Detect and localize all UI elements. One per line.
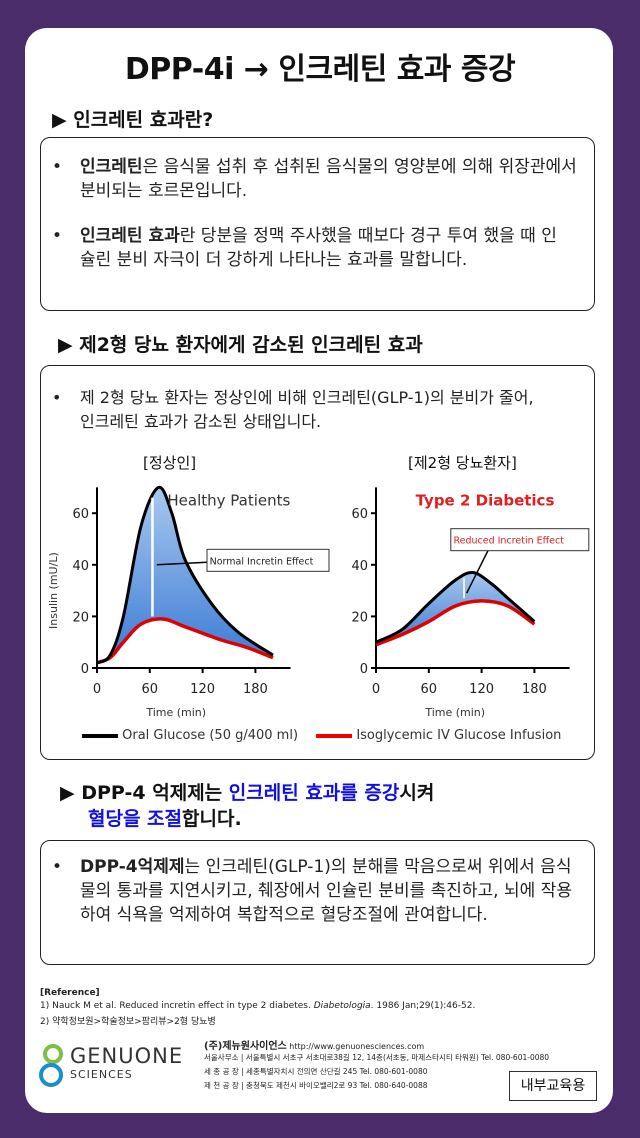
y-tick-label: 0 xyxy=(360,662,368,677)
section1-bullet1: 인크레틴은 음식물 섭취 후 섭취된 음식물의 영양분에 의해 위장관에서 분비… xyxy=(52,155,585,203)
reference-1: 1) Nauck M et al. Reduced incretin effec… xyxy=(40,1001,475,1011)
label-t2d: [제2형 당뇨환자] xyxy=(408,454,517,472)
annotation-text: Normal Incretin Effect xyxy=(210,556,314,567)
page-title: DPP-4i → 인크레틴 효과 증강 xyxy=(124,52,516,87)
genuone-logo: GENUONE SCIENCES xyxy=(38,1042,182,1092)
reference-2: 2) 약학정보원>학술정보>팜리뷰>2형 당뇨병 xyxy=(40,1017,216,1027)
text: 은 음식물 섭취 후 섭취된 음식물의 영양분에 의해 위장관에서 분비되는 호… xyxy=(80,157,577,201)
y-tick-label: 40 xyxy=(72,559,89,574)
text: 는 인크레틴(GLP-1)의 분해를 막음으로써 위에서 음식물의 통과를 지연… xyxy=(80,857,572,925)
address-jecheon: 제 천 공 장 | 충청북도 제천시 바이오밸리2로 93 Tel. 080-6… xyxy=(204,1081,428,1090)
legend-swatch-oral xyxy=(82,733,118,738)
term: 인크레틴 xyxy=(80,157,143,177)
section3-heading: ▶ DPP-4 억제제는 인크레틴 효과를 증강시켜 혈당을 조절합니다. xyxy=(60,780,434,832)
section3-box xyxy=(40,840,595,965)
y-tick-label: 20 xyxy=(72,610,89,625)
y-tick-label: 40 xyxy=(351,559,368,574)
section2-bullet1: 제 2형 당뇨 환자는 정상인에 비해 인크레틴(GLP-1)의 분비가 줄어,… xyxy=(52,386,550,434)
internal-use-stamp: 내부교육용 xyxy=(509,1071,597,1101)
company-header: (주)제뉴원사이언스 http://www.genuonesciences.co… xyxy=(204,1037,424,1052)
r1: 1) Nauck M et al. Reduced incretin effec… xyxy=(40,1001,314,1011)
x-tick-label: 60 xyxy=(421,682,438,697)
annotation-box xyxy=(450,528,590,552)
section2-heading: ▶ 제2형 당뇨 환자에게 감소된 인크레틴 효과 xyxy=(58,334,423,356)
annotation-text: Reduced Incretin Effect xyxy=(453,536,564,547)
term: 인크레틴 효과 xyxy=(80,226,180,246)
legend-oral: Oral Glucose (50 g/400 ml) xyxy=(122,728,299,743)
x-tick-label: 120 xyxy=(469,682,494,697)
h-pre: ▶ DPP-4 억제제는 xyxy=(60,782,229,804)
x-tick-label: 0 xyxy=(372,682,380,697)
h-mid: 시켜 xyxy=(399,782,435,804)
x-tick-label: 120 xyxy=(190,682,215,697)
reference-heading: [Reference] xyxy=(40,988,100,998)
h-blue2: 혈당을 조절 xyxy=(88,808,183,830)
legend-iv: Isoglycemic IV Glucose Infusion xyxy=(356,728,562,743)
r1-tail: . 1986 Jan;29(1):46-52. xyxy=(370,1001,476,1011)
company-name: (주)제뉴원사이언스 xyxy=(204,1041,287,1052)
section1-bullet2: 인크레틴 효과란 당분을 정맥 주사했을 때보다 경구 투여 했을 때 인슐린 … xyxy=(52,224,565,272)
incretin-effect-area xyxy=(97,487,273,663)
annotation-leader xyxy=(156,561,208,566)
annotation-box xyxy=(206,548,330,572)
insulin-charts: 0 20 40 60 0 60 120 180 Time (min) Insulin (mU/L)… xyxy=(47,485,590,719)
company-url: http://www.genuonesciences.com xyxy=(289,1042,425,1051)
chart-title: Type 2 Diabetics xyxy=(416,491,555,509)
y-tick-label: 60 xyxy=(72,507,89,522)
x-tick-label: 180 xyxy=(522,682,547,697)
legend: Oral Glucose (50 g/400 ml) Isoglycemic I… xyxy=(82,728,561,743)
x-axis-label: Time (min) xyxy=(424,706,485,719)
logo-subtext: SCIENCES xyxy=(70,1068,133,1081)
section3-bullet1: DPP-4억제제는 인크레틴(GLP-1)의 분해를 막음으로써 위에서 음식물… xyxy=(52,855,585,927)
annotation-leader xyxy=(465,548,490,594)
y-tick-label: 60 xyxy=(351,507,368,522)
x-tick-label: 180 xyxy=(243,682,268,697)
term: DPP-4억제제 xyxy=(80,857,185,877)
address-sejong: 세 종 공 장 | 세종특별자치시 전의면 산단길 245 Tel. 080-6… xyxy=(204,1067,428,1076)
x-tick-label: 0 xyxy=(93,682,101,697)
series-oral-line xyxy=(96,485,274,665)
x-axis-label: Time (min) xyxy=(145,706,206,719)
series-iv-line xyxy=(96,617,274,665)
legend-swatch-iv xyxy=(316,733,353,738)
logo-text: GENUONE xyxy=(70,1044,184,1068)
address-seoul: 서울사무소 | 서울특별시 서초구 서초대로38길 12, 14층(서초동, 마… xyxy=(204,1053,550,1062)
y-tick-label: 20 xyxy=(351,610,368,625)
r1-journal: Diabetologia xyxy=(313,1001,371,1011)
h-post: 합니다. xyxy=(182,808,242,830)
logo-mark-icon xyxy=(39,1044,63,1087)
h-blue1: 인크레틴 효과를 증강 xyxy=(228,782,400,804)
text: 란 당분을 정맥 주사했을 때보다 경구 투여 했을 때 인슐린 분비 자극이 … xyxy=(80,226,557,270)
section2-box xyxy=(40,365,595,760)
chart-title: Healthy Patients xyxy=(167,491,290,509)
series-iv-line xyxy=(375,599,536,647)
y-tick-label: 0 xyxy=(81,662,89,677)
label-normal: [정상인] xyxy=(143,454,197,472)
y-axis-label: Insulin (mU/L) xyxy=(47,552,60,629)
section1-box xyxy=(40,137,595,311)
section1-heading: ▶ 인크레틴 효과란? xyxy=(52,109,214,131)
series-oral-line xyxy=(375,571,536,644)
x-tick-label: 60 xyxy=(142,682,159,697)
